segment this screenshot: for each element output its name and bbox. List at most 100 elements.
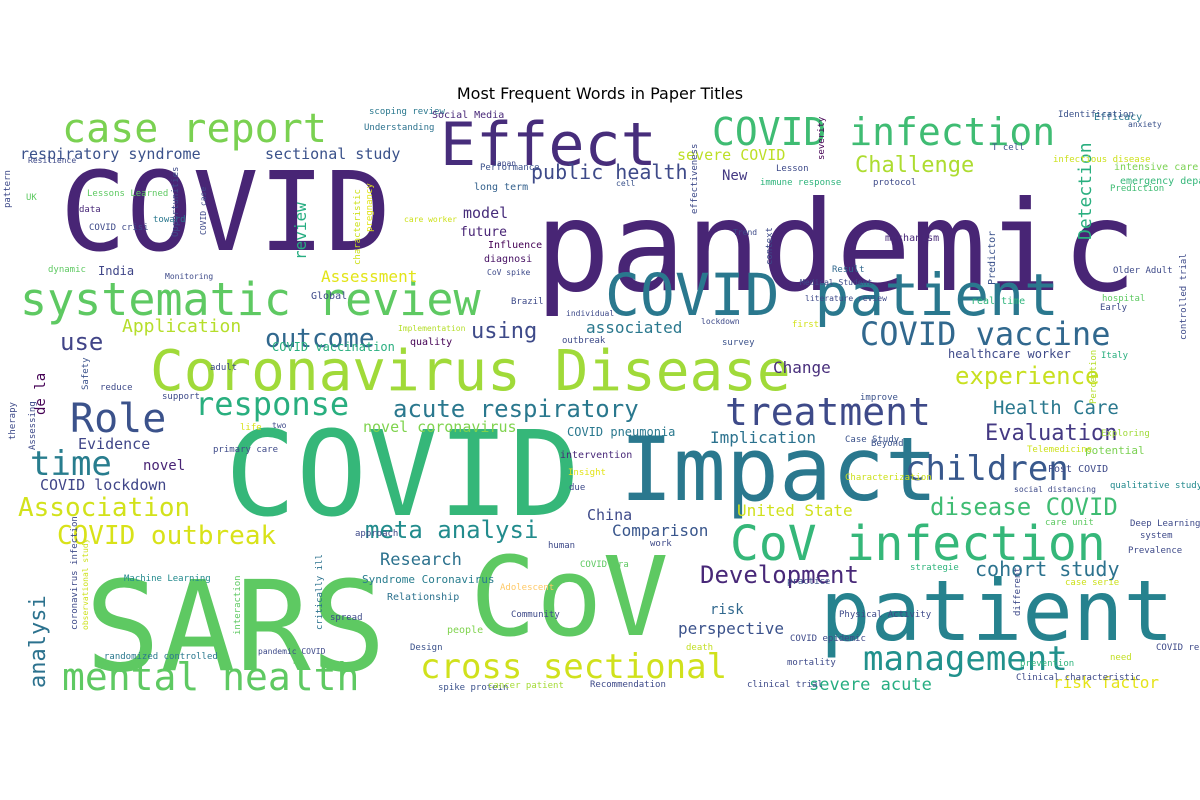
word-167: lockdown xyxy=(701,317,740,326)
word-179: reduce xyxy=(100,383,133,393)
word-90: hospital xyxy=(1102,294,1145,304)
word-20: management xyxy=(863,639,1068,679)
word-170: Implementation xyxy=(398,324,466,333)
word-69: Syndrome Coronavirus xyxy=(362,573,494,586)
word-85: T cell xyxy=(992,143,1025,153)
word-107: survey xyxy=(722,338,755,348)
word-34: public health xyxy=(531,160,688,184)
word-180: two xyxy=(272,421,287,430)
word-176: pattern xyxy=(3,170,13,208)
word-76: mechanism xyxy=(885,233,939,244)
word-153: infectious disease xyxy=(1053,155,1151,165)
word-149: COVID epidemic xyxy=(790,634,866,644)
word-104: dynamic xyxy=(48,265,86,275)
word-177: therapy xyxy=(8,401,18,440)
word-4: COVID xyxy=(225,405,580,543)
word-147: case serie xyxy=(1065,578,1119,588)
word-102: data xyxy=(79,205,101,215)
word-145: system xyxy=(1140,531,1173,541)
word-63: risk xyxy=(710,602,744,618)
word-61: future xyxy=(460,225,507,240)
word-57: review xyxy=(291,202,310,260)
word-171: COVID crisi xyxy=(89,223,149,233)
word-108: first xyxy=(792,320,819,330)
word-22: response xyxy=(195,385,349,423)
word-5: Impact xyxy=(620,418,938,521)
word-173: COVID case xyxy=(199,187,208,235)
word-43: Implication xyxy=(710,428,816,447)
word-75: long term xyxy=(474,182,528,193)
word-23: outcome xyxy=(265,324,375,354)
word-184: pandemic COVID xyxy=(258,647,326,656)
word-96: immune response xyxy=(760,178,841,188)
word-89: real time xyxy=(971,296,1025,307)
word-129: randomized controlled xyxy=(104,652,218,662)
word-9: COVID patient xyxy=(605,261,1059,329)
word-28: meta analysi xyxy=(365,516,538,544)
word-166: outbreak xyxy=(562,336,606,346)
word-182: observational study xyxy=(81,538,90,630)
word-41: sectional study xyxy=(265,145,400,163)
word-118: Adolescent xyxy=(500,583,554,593)
word-161: Japan xyxy=(492,159,516,168)
word-64: de la xyxy=(33,373,49,415)
word-187: Clinical characteristic xyxy=(1016,673,1141,683)
word-8: Effect xyxy=(440,110,657,180)
word-80: Post COVID xyxy=(1048,464,1108,475)
word-12: case report xyxy=(62,106,327,152)
word-163: literature review xyxy=(805,294,887,303)
word-140: human xyxy=(548,541,575,551)
word-127: spike protein xyxy=(438,683,508,693)
word-71: potential xyxy=(1085,444,1145,457)
word-78: Result xyxy=(832,265,865,275)
word-152: anxiety xyxy=(1128,120,1162,129)
word-27: COVID outbreak xyxy=(57,521,276,551)
word-142: approach xyxy=(355,529,398,539)
word-122: Design xyxy=(410,643,443,653)
word-156: care worker xyxy=(404,215,457,224)
word-67: healthcare worker xyxy=(948,347,1071,361)
word-25: Association xyxy=(18,493,190,523)
word-94: Social Media xyxy=(432,110,504,121)
word-55: Evidence xyxy=(78,435,150,453)
word-111: Telemedicine xyxy=(1027,445,1092,455)
word-124: mortality xyxy=(787,658,836,668)
word-115: critically ill xyxy=(315,554,325,630)
word-48: China xyxy=(587,506,632,524)
word-84: Efficacy xyxy=(1094,112,1142,123)
word-0: COVID xyxy=(60,148,391,276)
word-77: Predictor xyxy=(987,231,998,285)
word-100: Performance xyxy=(480,163,540,173)
word-121: people xyxy=(447,625,483,636)
word-175: Resilience xyxy=(28,156,76,165)
word-131: COVID related xyxy=(1156,643,1200,653)
word-44: Detection xyxy=(1075,142,1096,240)
word-130: need xyxy=(1110,653,1132,663)
word-109: improve xyxy=(860,393,898,403)
word-135: adult xyxy=(210,363,237,373)
word-99: Identification xyxy=(1058,110,1134,120)
word-46: United State xyxy=(737,501,853,520)
word-24: acute respiratory xyxy=(393,395,639,423)
word-172: Opportunities xyxy=(171,167,181,237)
word-136: primary care xyxy=(213,445,278,455)
word-134: life xyxy=(240,423,262,433)
word-82: Deep Learning xyxy=(1130,519,1200,529)
word-105: Global xyxy=(311,291,347,302)
word-155: pregnancy xyxy=(365,183,375,232)
word-97: protocol xyxy=(873,178,916,188)
word-159: effectiveness xyxy=(690,144,700,214)
word-113: Exploring xyxy=(1101,429,1150,439)
word-72: intervention xyxy=(560,450,632,461)
word-106: quality xyxy=(410,337,452,348)
word-162: Medical Student xyxy=(800,278,872,287)
word-110: Beyond xyxy=(871,439,904,449)
word-160: cell xyxy=(616,179,635,188)
word-165: individual xyxy=(566,309,614,318)
word-168: CoV spike xyxy=(487,268,531,277)
word-56: novel xyxy=(143,458,185,474)
word-35: use xyxy=(60,328,103,356)
word-119: Community xyxy=(511,610,560,620)
word-158: context xyxy=(765,227,775,265)
